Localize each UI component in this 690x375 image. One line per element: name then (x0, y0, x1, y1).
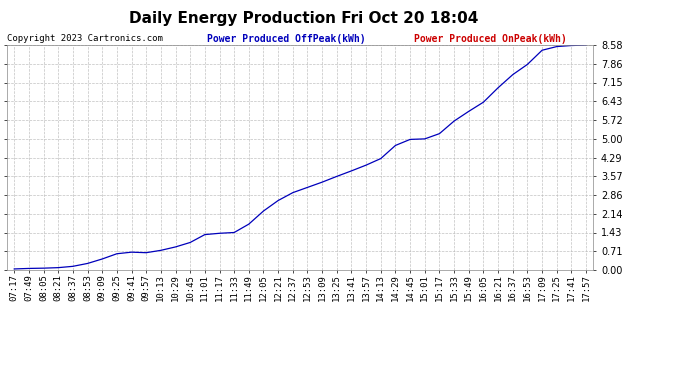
Text: Daily Energy Production Fri Oct 20 18:04: Daily Energy Production Fri Oct 20 18:04 (129, 11, 478, 26)
Text: Copyright 2023 Cartronics.com: Copyright 2023 Cartronics.com (7, 34, 163, 43)
Text: Power Produced OnPeak(kWh): Power Produced OnPeak(kWh) (414, 34, 566, 44)
Text: Power Produced OffPeak(kWh): Power Produced OffPeak(kWh) (207, 34, 366, 44)
